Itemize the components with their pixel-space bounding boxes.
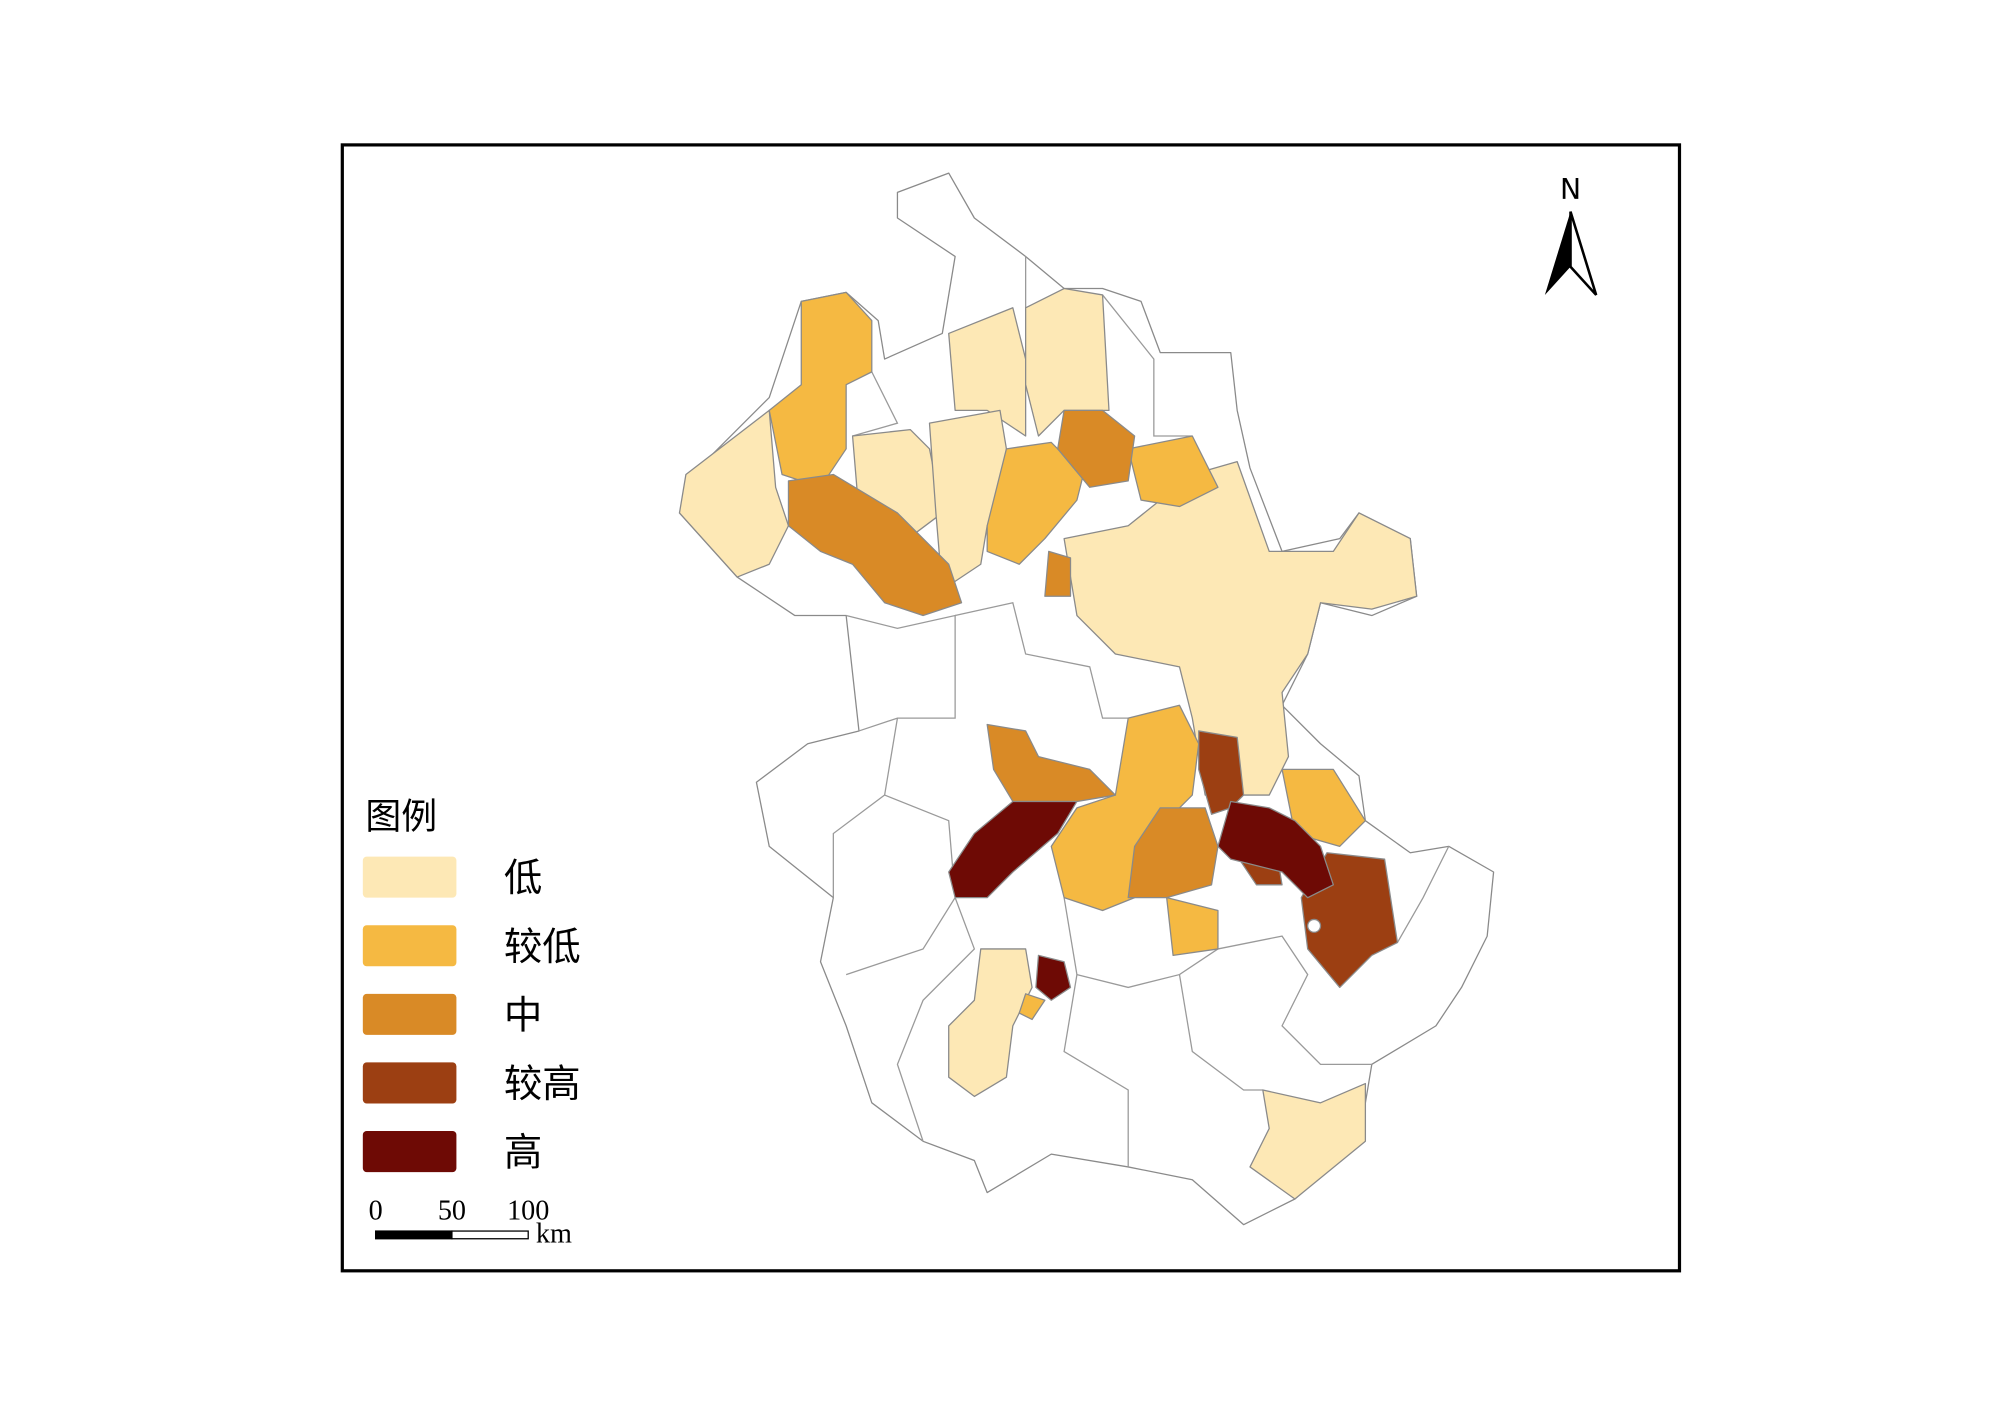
north-arrow-right [1569, 211, 1598, 296]
county-region [1035, 954, 1072, 1001]
county-region [1217, 800, 1334, 899]
county-region [1127, 435, 1219, 508]
county-region [948, 948, 1033, 1098]
legend-title: 图例 [365, 796, 437, 837]
province-map [678, 172, 1495, 1226]
legend-label: 中 [504, 993, 542, 1038]
scale-label: 0 [369, 1196, 383, 1227]
county-region [1063, 461, 1418, 796]
scale-segment [375, 1230, 453, 1240]
county-region [948, 800, 1078, 899]
legend-label: 低 [504, 856, 542, 901]
county-region [1166, 897, 1219, 956]
legend-swatch [362, 1131, 457, 1173]
scale-label: 100 [507, 1196, 549, 1227]
legend-swatch [362, 1062, 457, 1104]
county-region [1050, 704, 1200, 912]
north-arrow-left [1544, 211, 1571, 295]
county-region [1127, 807, 1219, 899]
county-region [678, 409, 790, 578]
legend-swatch [362, 856, 457, 898]
county-region [1249, 1082, 1367, 1200]
north-label: N [1560, 173, 1581, 206]
legend-label: 较高 [504, 1062, 581, 1107]
scale-segment [451, 1230, 529, 1240]
legend-swatch [362, 925, 457, 967]
county-region [768, 291, 873, 488]
county-region [1018, 993, 1046, 1021]
legend-label: 高 [504, 1131, 542, 1176]
legend-swatch [362, 993, 457, 1035]
lake [1307, 918, 1322, 933]
county-region [787, 473, 963, 617]
legend-label: 较低 [504, 925, 581, 970]
scale-label: 50 [438, 1196, 466, 1227]
county-region [1044, 550, 1072, 597]
county-region [986, 723, 1117, 803]
scale-unit: km [536, 1219, 572, 1250]
north-arrow: N [1544, 173, 1598, 296]
county-region [948, 307, 1027, 437]
county-region [1057, 409, 1136, 488]
